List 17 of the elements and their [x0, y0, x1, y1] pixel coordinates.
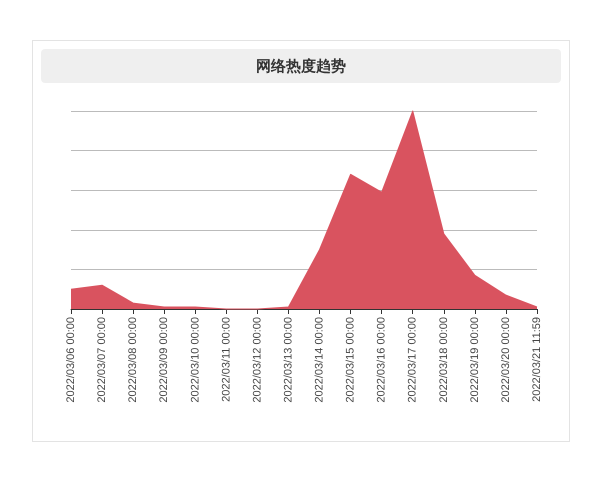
x-tick-label: 2022/03/19 00:00: [468, 317, 481, 403]
x-tick-label: 2022/03/13 00:00: [282, 317, 294, 403]
x-tick-label: 2022/03/21 11:59: [531, 317, 543, 402]
chart-title: 网络热度趋势: [41, 49, 561, 83]
x-tick-label: 2022/03/09 00:00: [158, 317, 170, 403]
x-tick-label: 2022/03/18 00:00: [438, 317, 450, 403]
x-tick-label: 2022/03/07 00:00: [96, 317, 108, 403]
x-tick-label: 2022/03/14 00:00: [314, 317, 326, 403]
x-tick-label: 2022/03/15 00:00: [344, 317, 357, 403]
x-tick-label: 2022/03/16 00:00: [376, 317, 388, 403]
x-tick-label: 2022/03/17 00:00: [406, 317, 419, 403]
x-tick-label: 2022/03/08 00:00: [127, 317, 140, 403]
x-tick-label: 2022/03/12 00:00: [251, 317, 264, 403]
x-tick-label: 2022/03/20 00:00: [500, 317, 512, 403]
x-tick-label: 2022/03/10 00:00: [189, 317, 202, 403]
x-tick-label: 2022/03/11 00:00: [220, 317, 232, 402]
x-tick-label: 2022/03/06 00:00: [65, 317, 77, 403]
